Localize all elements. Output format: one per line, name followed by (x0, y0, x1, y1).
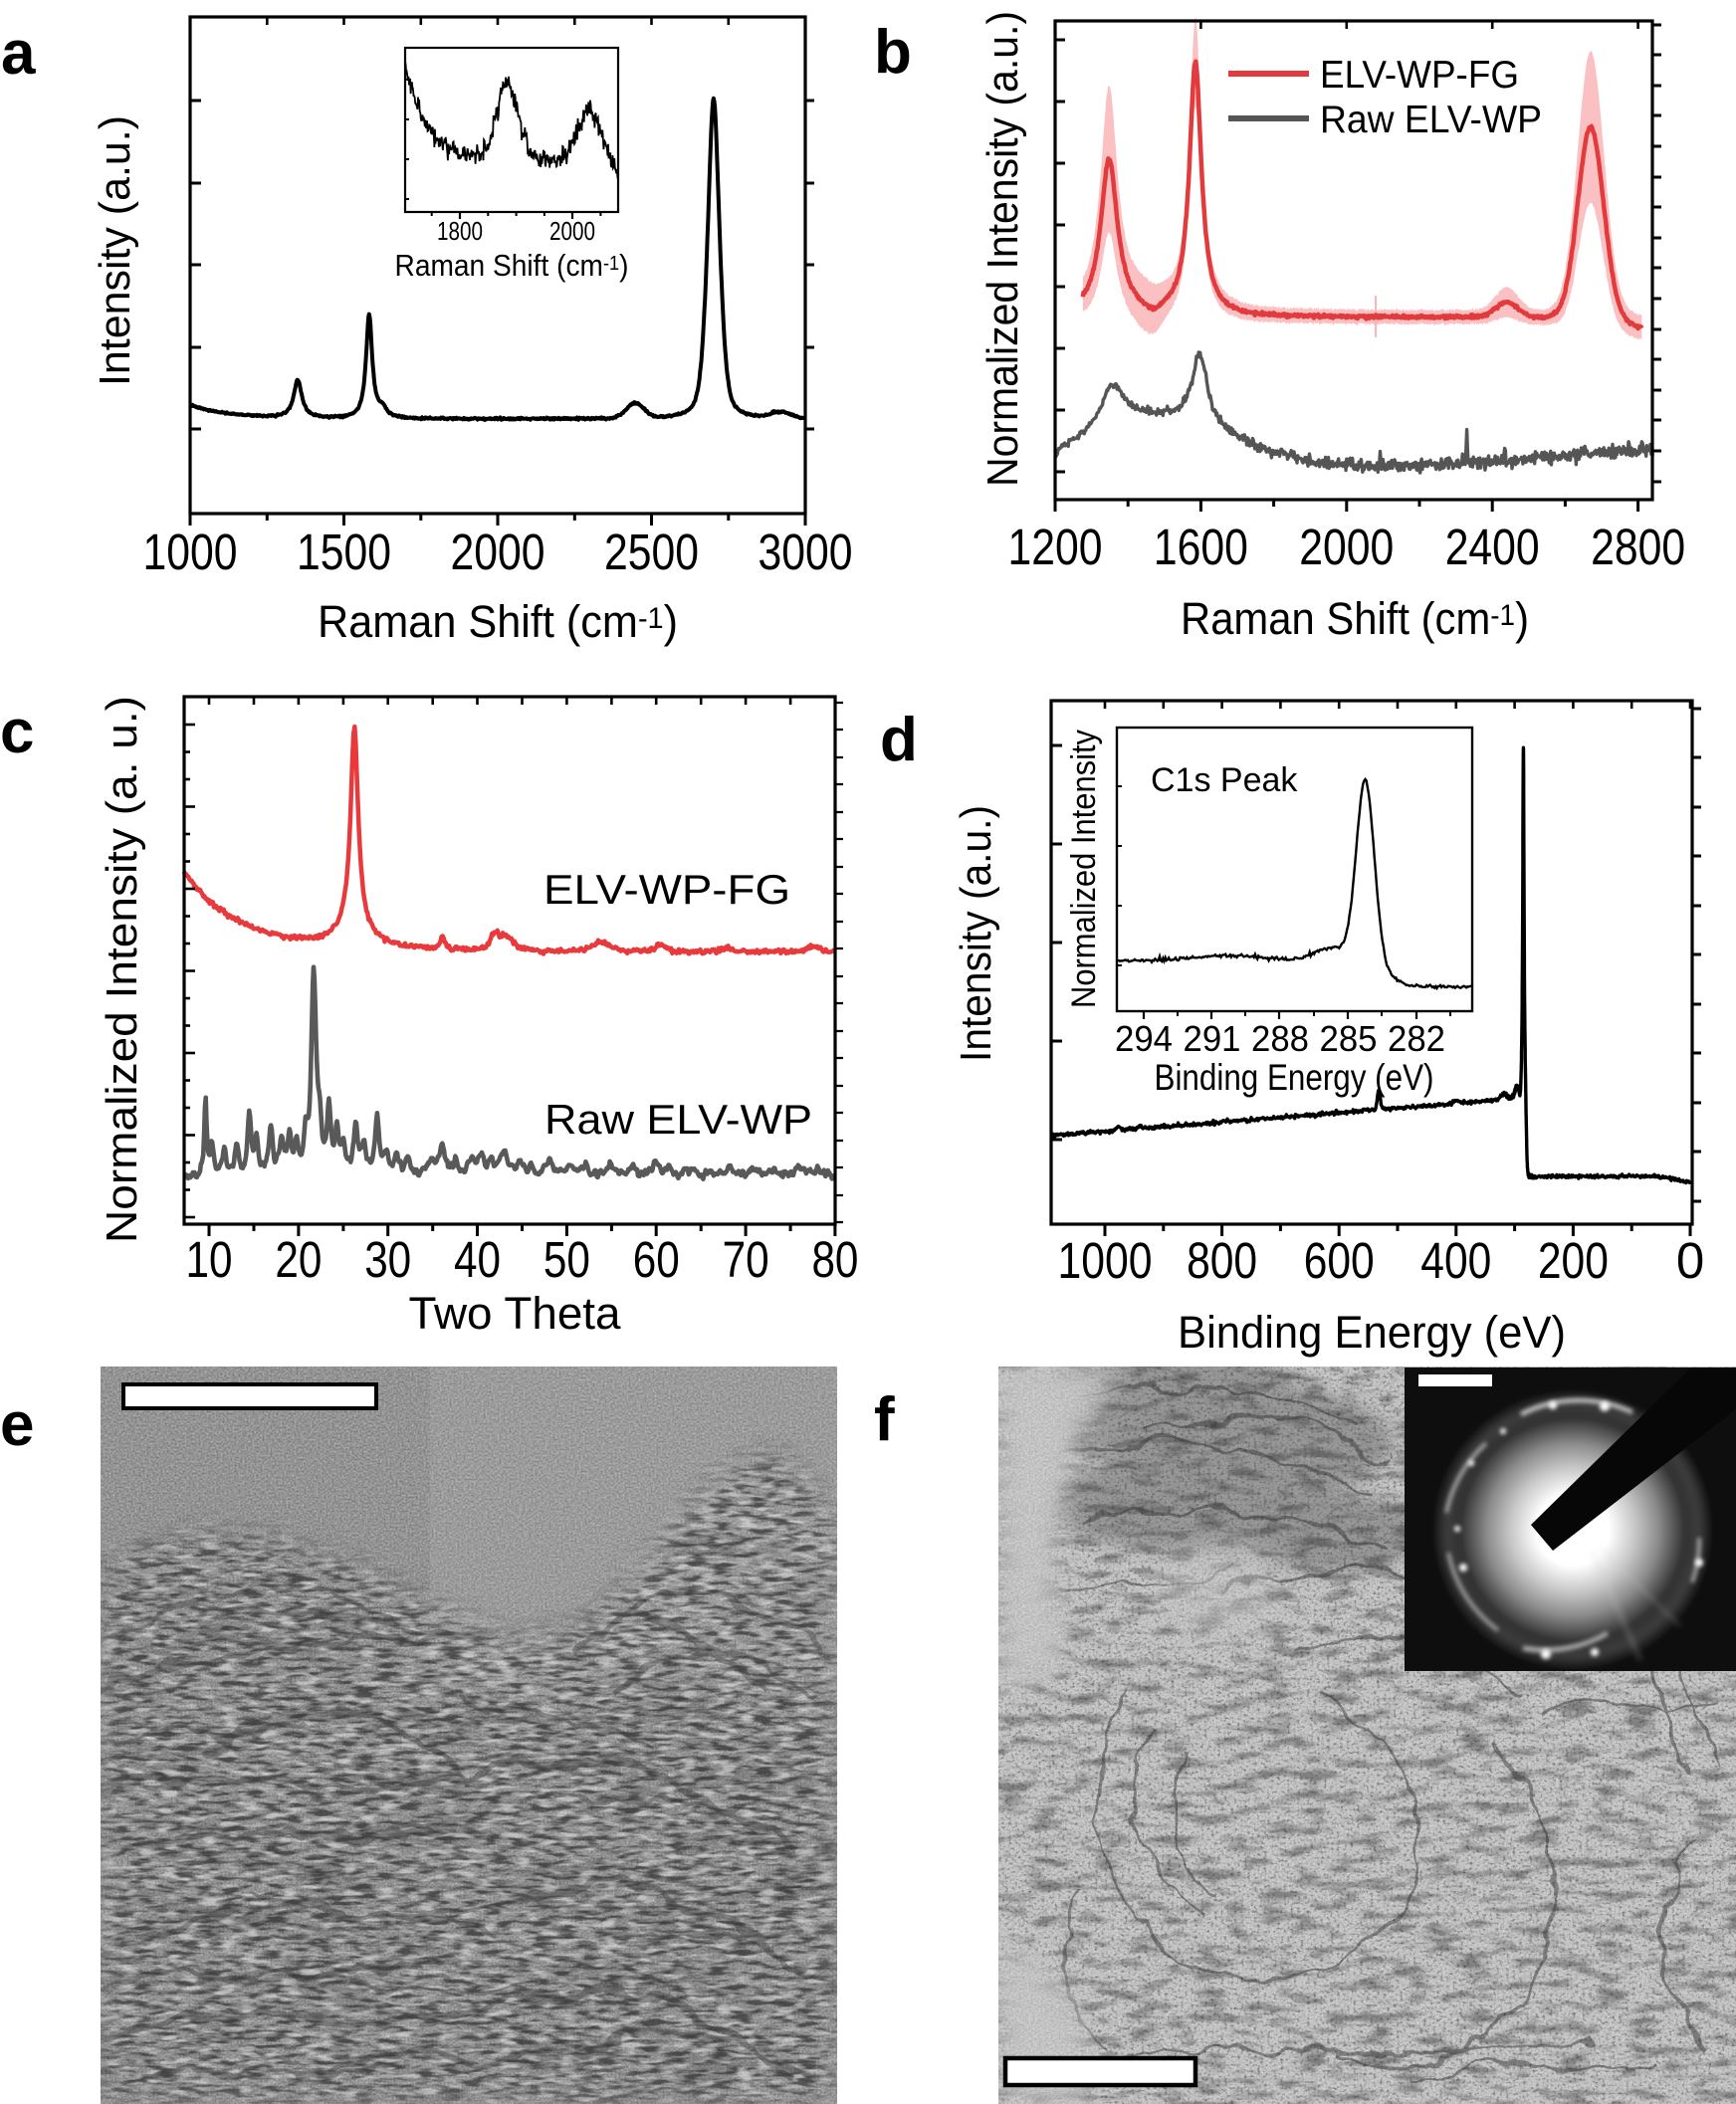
svg-text:40: 40 (454, 1231, 501, 1288)
svg-text:1200: 1200 (1008, 519, 1103, 575)
svg-text:Intensity (a.u.): Intensity (a.u.) (91, 115, 139, 386)
svg-text:1000: 1000 (143, 524, 238, 580)
svg-text:C1s Peak: C1s Peak (1151, 761, 1298, 799)
svg-text:Raman Shift (cm-1): Raman Shift (cm-1) (395, 248, 629, 283)
svg-text:Intensity (a.u.): Intensity (a.u.) (952, 805, 1000, 1062)
svg-text:800: 800 (1187, 1232, 1257, 1289)
svg-text:2500: 2500 (604, 524, 699, 580)
svg-text:Binding Energy (eV): Binding Energy (eV) (1155, 1057, 1434, 1098)
svg-text:1600: 1600 (1154, 519, 1248, 575)
svg-text:294: 294 (1115, 1018, 1173, 1059)
svg-text:e: e (0, 1390, 34, 1459)
svg-text:282: 282 (1388, 1018, 1445, 1059)
svg-text:285: 285 (1320, 1018, 1378, 1059)
svg-text:1000: 1000 (1058, 1232, 1153, 1289)
svg-text:b: b (874, 18, 912, 87)
svg-text:Normalized Intensity (a. u.): Normalized Intensity (a. u.) (98, 696, 146, 1243)
svg-text:288: 288 (1251, 1018, 1309, 1059)
svg-text:2000: 2000 (1299, 519, 1394, 575)
svg-text:70: 70 (723, 1231, 769, 1288)
svg-text:Two Theta: Two Theta (409, 1288, 622, 1339)
svg-text:200: 200 (1538, 1232, 1609, 1289)
svg-text:60: 60 (633, 1231, 680, 1288)
svg-text:Raman Shift (cm-1): Raman Shift (cm-1) (318, 596, 678, 647)
svg-text:ELV-WP-FG: ELV-WP-FG (543, 866, 790, 913)
svg-text:10: 10 (186, 1231, 233, 1288)
svg-text:600: 600 (1304, 1232, 1375, 1289)
svg-text:50: 50 (543, 1231, 590, 1288)
svg-text:1800: 1800 (437, 216, 483, 246)
svg-text:3000: 3000 (759, 524, 853, 580)
svg-text:Normalized Intensity (a.u.): Normalized Intensity (a.u.) (978, 11, 1027, 487)
svg-text:80: 80 (811, 1231, 858, 1288)
svg-text:c: c (0, 698, 34, 766)
svg-text:20: 20 (275, 1231, 322, 1288)
svg-text:400: 400 (1420, 1232, 1491, 1289)
svg-text:Normalized Intensity: Normalized Intensity (1065, 730, 1103, 1008)
svg-text:Raw ELV-WP: Raw ELV-WP (1320, 99, 1542, 141)
svg-text:2000: 2000 (549, 216, 595, 246)
svg-text:Binding Energy (eV): Binding Energy (eV) (1178, 1307, 1566, 1358)
svg-text:ELV-WP-FG: ELV-WP-FG (1320, 54, 1519, 97)
svg-text:f: f (874, 1385, 895, 1454)
svg-text:2400: 2400 (1445, 519, 1540, 575)
svg-text:Raman Shift (cm-1): Raman Shift (cm-1) (1181, 593, 1529, 644)
svg-text:1500: 1500 (297, 524, 391, 580)
svg-text:Raw ELV-WP: Raw ELV-WP (544, 1096, 812, 1143)
svg-text:30: 30 (364, 1231, 411, 1288)
svg-text:2000: 2000 (451, 524, 545, 580)
svg-text:291: 291 (1184, 1018, 1241, 1059)
svg-text:a: a (1, 19, 36, 88)
svg-text:d: d (880, 706, 918, 774)
svg-text:2800: 2800 (1591, 519, 1685, 575)
svg-text:0: 0 (1676, 1232, 1704, 1289)
